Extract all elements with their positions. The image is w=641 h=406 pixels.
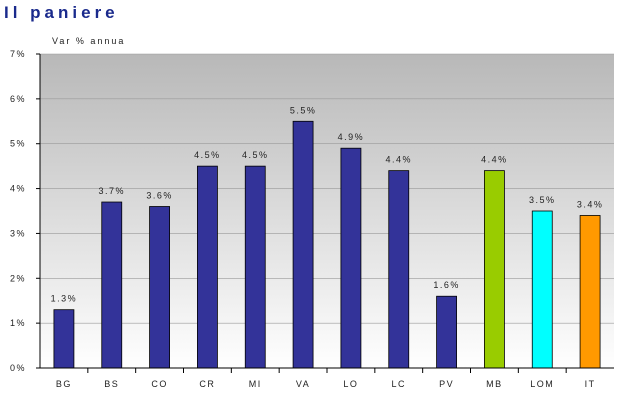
bar-it	[579, 215, 601, 369]
y-tick-label: 0%	[10, 363, 26, 373]
y-axis-ticks: 0% 1% 2% 3% 4% 5% 6% 7%	[10, 49, 40, 373]
x-tick-label-it: IT	[585, 379, 596, 389]
x-tick-label-mb: MB	[486, 379, 503, 389]
y-tick-label: 7%	[10, 49, 26, 59]
data-label-it: 3.4%	[577, 199, 604, 209]
bar-cr	[197, 165, 218, 369]
data-label-mb: 4.4%	[481, 155, 508, 165]
bar-bs	[101, 201, 123, 369]
y-tick-label: 4%	[10, 184, 26, 194]
bar-bg	[53, 309, 75, 369]
data-label-va: 5.5%	[290, 105, 317, 115]
y-axis-unit-label: Var % annua	[52, 36, 126, 46]
data-label-lo: 4.9%	[338, 132, 365, 142]
data-label-bs: 3.7%	[98, 186, 125, 196]
data-label-co: 3.6%	[146, 191, 173, 201]
x-tick-label-bs: BS	[104, 379, 119, 389]
x-tick-label-lc: LC	[391, 379, 406, 389]
plot-area	[40, 54, 614, 368]
bar-lc	[388, 170, 410, 369]
data-label-cr: 4.5%	[194, 150, 221, 160]
bar-lo	[340, 147, 362, 369]
x-axis-ticks: BG BS CO CR MI VA LO LC PV MB LOM IT	[56, 368, 596, 389]
bar-pv	[436, 295, 457, 369]
y-tick-label: 5%	[10, 139, 26, 149]
bar-lom	[531, 210, 553, 369]
y-tick-label: 3%	[10, 228, 26, 238]
x-tick-label-bg: BG	[56, 379, 72, 389]
x-tick-label-co: CO	[151, 379, 168, 389]
bar-va	[292, 120, 314, 369]
data-label-lc: 4.4%	[385, 155, 412, 165]
bar-co	[149, 206, 170, 369]
bar-mi	[244, 165, 266, 369]
data-label-mi: 4.5%	[242, 150, 269, 160]
y-tick-label: 6%	[10, 94, 26, 104]
x-tick-label-lom: LOM	[530, 379, 554, 389]
y-tick-label: 2%	[10, 273, 26, 283]
x-tick-label-lo: LO	[343, 379, 358, 389]
data-label-bg: 1.3%	[51, 294, 78, 304]
data-labels: 1.3% 3.7% 3.6% 4.5% 4.5% 5.5% 4.9% 4.4% 1.6% 4.4%…	[51, 105, 604, 304]
gridlines	[40, 53, 614, 324]
x-tick-label-cr: CR	[199, 379, 215, 389]
bar-mb	[484, 170, 505, 369]
x-tick-label-mi: MI	[249, 379, 262, 389]
data-label-lom: 3.5%	[529, 195, 556, 205]
x-tick-label-va: VA	[296, 379, 310, 389]
y-tick-label: 1%	[10, 318, 26, 328]
x-tick-label-pv: PV	[439, 379, 454, 389]
chart-title: Il paniere	[4, 3, 119, 22]
data-label-pv: 1.6%	[433, 280, 460, 290]
